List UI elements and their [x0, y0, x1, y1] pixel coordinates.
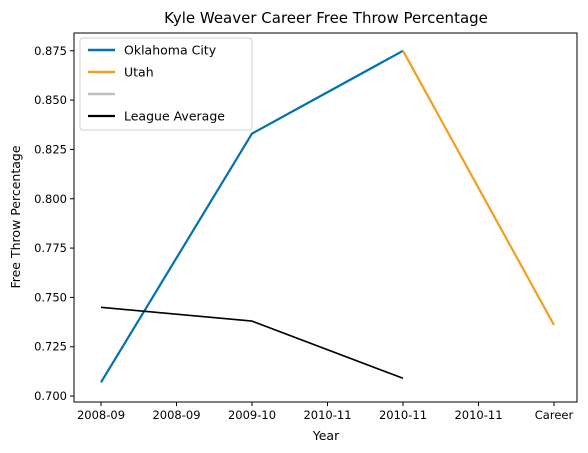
x-tick-label: 2010-11 [454, 408, 502, 422]
y-tick-label: 0.750 [34, 290, 67, 304]
x-tick-label: 2008-09 [77, 408, 125, 422]
plot-frame [73, 32, 578, 403]
legend-label: League Average [124, 109, 225, 124]
x-tick-label: 2008-09 [152, 408, 200, 422]
x-tick-label: 2010-11 [379, 408, 427, 422]
series-line-3 [100, 306, 404, 380]
y-tick-label: 0.800 [34, 192, 67, 206]
x-axis: 2008-09 2008-09 2009-10 2010-11 2010-11 2010-… [77, 402, 574, 422]
legend-label: Oklahoma City [124, 43, 217, 58]
x-tick-label: 2009-10 [228, 408, 276, 422]
y-tick-label: 0.775 [34, 241, 67, 255]
x-tick-label: 2010-11 [303, 408, 351, 422]
series-line-0 [100, 49, 404, 383]
y-tick-label: 0.825 [34, 142, 67, 156]
y-tick-label: 0.725 [34, 340, 67, 354]
y-tick-label: 0.700 [34, 389, 67, 403]
y-axis: 0.700 0.725 0.750 0.775 0.800 0.825 0.850 0.875 [34, 44, 74, 403]
legend: Oklahoma City Utah League Average [79, 37, 253, 131]
chart-title: Kyle Weaver Career Free Throw Percentage [164, 9, 488, 27]
y-tick-label: 0.850 [34, 93, 67, 107]
series-line-1 [402, 50, 555, 326]
y-axis-title: Free Throw Percentage [8, 145, 23, 288]
series-layer [100, 49, 555, 383]
y-tick-label: 0.875 [34, 44, 67, 58]
legend-label: Utah [124, 65, 154, 80]
x-axis-title: Year [312, 428, 340, 443]
legend-box [79, 37, 253, 131]
x-tick-label: Career [535, 408, 574, 422]
